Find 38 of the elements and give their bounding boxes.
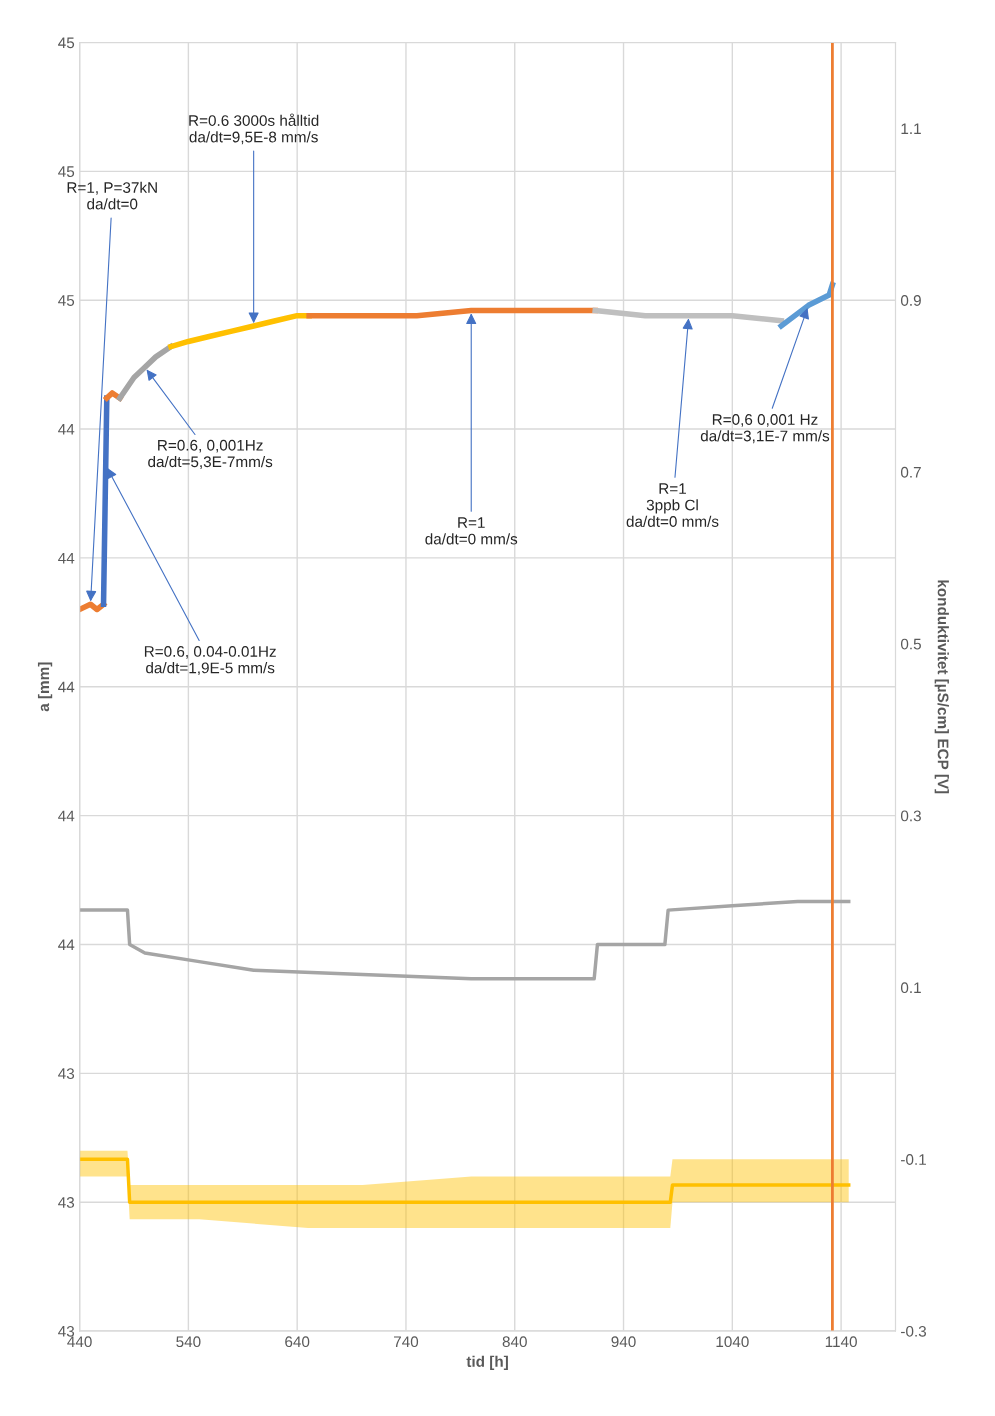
y-tick-label: 44 (58, 939, 75, 951)
annotation: R=0.6 3000s hålltid da/dt=9,5E-8 mm/s (189, 113, 319, 145)
y2-tick-label: -0.3 (901, 1325, 927, 1337)
y-tick-label: 45 (58, 295, 75, 306)
y-axis-title: a [mm] (37, 662, 53, 712)
y-tick-label: 45 (58, 166, 75, 178)
y-tick-label: 45 (58, 37, 75, 49)
annotation: R=0.6, 0.04-0.01Hz da/dt=1,9E-5 mm/s (144, 646, 276, 676)
annotation: R=1 3ppb Cl da/dt=0 mm/s (626, 483, 719, 527)
y2-tick-label: 0.1 (900, 982, 921, 994)
x-axis-title: tid [h] (466, 1355, 508, 1370)
y-tick-label: 44 (58, 424, 75, 435)
y2-tick-label: 1.1 (901, 123, 921, 134)
x-tick-label: 940 (611, 1336, 636, 1348)
y-tick-label: 44 (58, 810, 75, 822)
y2-tick-label: 0.5 (900, 638, 921, 650)
y-tick-label: 44 (58, 552, 75, 564)
x-tick-label: 1140 (825, 1336, 857, 1348)
y2-axis-title: konduktivitet [µS/cm] ECP [V] (934, 580, 949, 794)
y2-tick-label: 0.3 (900, 810, 921, 822)
y2-tick-label: 0.9 (900, 295, 921, 306)
y-tick-label: 43 (58, 1197, 75, 1208)
x-tick-label: 1040 (716, 1336, 749, 1348)
y2-tick-label: -0.1 (901, 1154, 926, 1165)
y2-tick-label: 0.7 (900, 466, 921, 478)
y-tick-label: 44 (58, 681, 75, 693)
x-tick-label: 740 (394, 1336, 419, 1348)
x-tick-label: 540 (176, 1336, 201, 1348)
annotation: R=1, P=37kN da/dt=0 (67, 181, 157, 210)
annotation: R=1 da/dt=0 mm/s (425, 517, 518, 545)
annotation: R=0.6, 0,001Hz da/dt=5,3E-7mm/s (148, 439, 273, 469)
y-tick-label: 43 (58, 1325, 75, 1337)
x-tick-label: 440 (67, 1336, 92, 1348)
y-tick-label: 43 (58, 1068, 75, 1080)
x-tick-label: 840 (502, 1336, 527, 1348)
annotation: R=0,6 0,001 Hz da/dt=3,1E-7 mm/s (700, 414, 830, 444)
line-series (79, 899, 851, 981)
x-tick-label: 640 (285, 1336, 310, 1348)
